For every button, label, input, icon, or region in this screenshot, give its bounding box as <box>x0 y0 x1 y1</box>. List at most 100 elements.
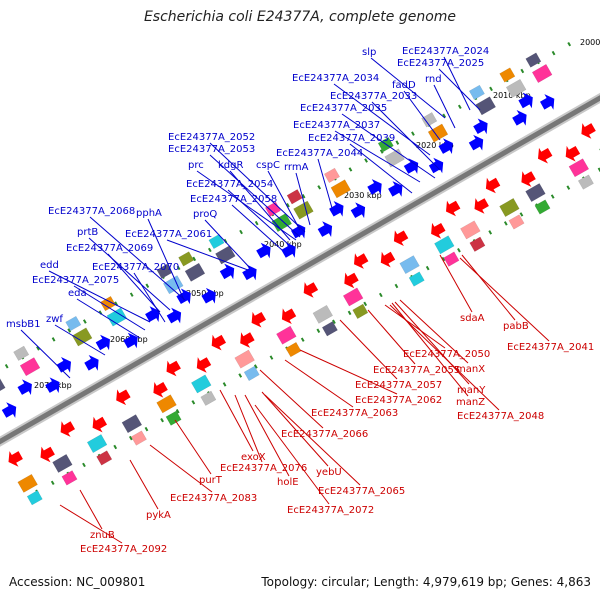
forward-gene-label: EcE24377A_2035 <box>300 103 387 114</box>
forward-gene-label: EcE24377A_2068 <box>48 206 135 217</box>
forward-gene-arrow <box>176 288 191 305</box>
reverse-cog-box <box>243 365 260 382</box>
label-leader <box>439 254 473 313</box>
tick-mark <box>411 131 415 136</box>
forward-gene-label: kdgR <box>218 160 243 171</box>
forward-gene-arrow <box>145 306 160 322</box>
label-leader <box>443 56 471 111</box>
tick-mark <box>488 230 493 235</box>
reverse-cog-box <box>130 430 147 446</box>
reverse-gene-arrow <box>60 421 75 437</box>
reverse-cog-box <box>399 255 420 275</box>
reverse-cog-box <box>190 374 212 394</box>
tick-mark <box>348 167 353 172</box>
forward-cog-box <box>162 275 184 295</box>
label-leader <box>333 83 431 156</box>
reverse-cog-box <box>276 325 297 345</box>
reverse-gene-arrow <box>431 222 446 239</box>
tick-mark <box>128 435 133 441</box>
reverse-gene-arrow <box>565 145 581 162</box>
reverse-gene-label: znuB <box>90 530 115 541</box>
reverse-gene-arrow <box>116 389 131 406</box>
label-leader <box>133 272 166 323</box>
forward-gene-label: zwf <box>46 314 63 325</box>
label-leader <box>367 309 416 365</box>
forward-cog-box <box>475 96 497 116</box>
tick-mark <box>379 149 384 154</box>
forward-cog-box <box>323 167 341 184</box>
reverse-gene-arrow <box>240 332 255 348</box>
forward-gene-label: EcE24377A_2053 <box>168 144 255 155</box>
label-leader <box>370 57 446 119</box>
tick-mark <box>503 221 508 226</box>
reverse-gene-arrow <box>538 147 553 164</box>
reverse-gene-label: holE <box>277 477 299 488</box>
forward-gene-label: EcE24377A_2037 <box>293 120 380 131</box>
reverse-gene-label: EcE24377A_2076 <box>220 463 307 474</box>
label-leader <box>403 90 441 141</box>
tick-mark <box>82 462 86 468</box>
label-leader <box>244 394 290 477</box>
reverse-gene-label: manX <box>456 364 485 375</box>
forward-cog-box <box>286 189 303 205</box>
forward-cog-box <box>525 52 542 68</box>
forward-cog-box <box>427 123 449 143</box>
tick-mark <box>395 140 400 145</box>
forward-cog-box <box>499 67 516 83</box>
reverse-cog-box <box>434 235 455 255</box>
label-leader <box>73 285 146 331</box>
label-leader <box>341 113 436 179</box>
label-leader <box>349 143 413 194</box>
tick-mark <box>113 444 118 450</box>
genome-stats-text: Topology: circular; Length: 4,979,619 bp… <box>261 575 591 589</box>
forward-gene-label: EcE24377A_2039 <box>308 133 395 144</box>
label-leader <box>79 489 103 530</box>
reverse-gene-label: EcE24377A_2083 <box>170 493 257 504</box>
reverse-cog-box <box>121 414 143 434</box>
forward-gene-label: EcE24377A_2024 <box>402 46 489 57</box>
label-leader <box>394 301 470 385</box>
label-leader <box>299 349 398 395</box>
tick-mark <box>363 301 368 307</box>
reverse-cog-box <box>525 183 546 203</box>
forward-gene-label: cspC <box>256 160 280 171</box>
reverse-gene-label: EcE24377A_2048 <box>457 411 544 422</box>
label-leader <box>433 84 456 129</box>
reverse-gene-label: pabB <box>503 321 529 332</box>
label-leader <box>254 404 330 505</box>
tick-mark <box>394 283 399 289</box>
forward-cog-box <box>0 378 6 392</box>
reverse-cog-box <box>200 390 217 406</box>
backbone-line <box>0 95 600 445</box>
forward-gene-arrow <box>56 357 71 373</box>
reverse-gene-label: exoX <box>241 452 266 463</box>
reverse-gene-arrow <box>521 171 536 187</box>
reverse-cog-box <box>342 287 364 307</box>
tick-mark <box>520 68 525 74</box>
forward-gene-arrow <box>219 263 235 280</box>
reverse-gene-arrow <box>281 308 297 324</box>
label-leader <box>209 142 306 233</box>
reverse-gene-arrow <box>474 198 489 214</box>
reverse-gene-arrow <box>380 251 396 268</box>
forward-gene-label: EcE24377A_2070 <box>92 262 179 273</box>
forward-gene-arrow <box>512 110 527 126</box>
forward-gene-label: msbB1 <box>6 319 41 330</box>
reverse-gene-label: EcE24377A_2066 <box>281 429 368 440</box>
forward-gene-arrow <box>123 332 138 349</box>
forward-cog-box <box>65 315 82 332</box>
forward-gene-arrow <box>540 94 555 110</box>
kbp-tick-label: 2040 kbp <box>264 240 302 249</box>
forward-gene-label: rnd <box>425 74 442 85</box>
forward-gene-arrow <box>242 264 257 281</box>
reverse-gene-arrow <box>40 446 55 463</box>
forward-cog-box <box>19 357 41 377</box>
reverse-cog-box <box>469 236 486 252</box>
reverse-gene-label: yebU <box>316 467 342 478</box>
label-leader <box>209 154 301 238</box>
reverse-cog-box <box>165 410 182 426</box>
label-leader <box>399 299 469 364</box>
accession-text: Accession: NC_009801 <box>9 575 146 589</box>
label-leader <box>76 298 141 339</box>
